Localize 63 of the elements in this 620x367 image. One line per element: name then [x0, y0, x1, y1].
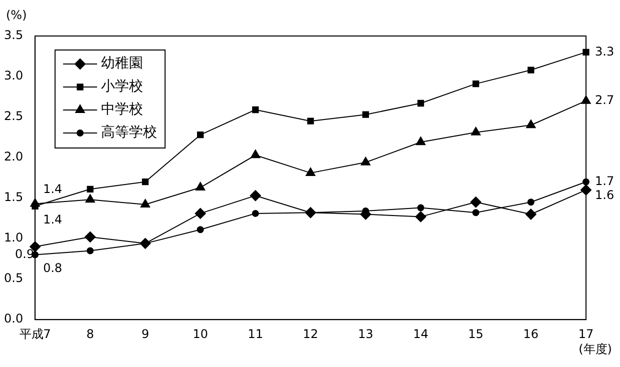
point [415, 211, 426, 222]
y-tick-label: 0.5 [4, 271, 24, 286]
point [360, 156, 370, 166]
point [196, 226, 204, 234]
point [142, 178, 149, 186]
data-label: 2.7 [595, 92, 614, 107]
point [416, 136, 426, 146]
x-tick-label: 8 [86, 326, 94, 341]
point [417, 204, 424, 212]
point [250, 150, 260, 158]
x-tick-label: 平成7 [19, 326, 51, 341]
x-tick-label: 13 [358, 326, 374, 341]
point [525, 208, 536, 220]
point [194, 208, 206, 219]
point [472, 80, 480, 88]
data-label: 1.4 [43, 182, 62, 196]
point [528, 66, 534, 74]
x-tick-label: 11 [248, 326, 264, 341]
legend-label: 小学校 [101, 78, 144, 95]
point [250, 190, 261, 202]
point [307, 118, 314, 124]
point [197, 132, 204, 138]
point [252, 106, 259, 114]
point [526, 120, 536, 128]
x-tick-label: 16 [523, 326, 539, 341]
legend-label: 高等学校 [101, 124, 158, 141]
point [86, 247, 94, 254]
x-tick-label: 9 [141, 326, 150, 341]
x-tick-label: 14 [413, 326, 428, 341]
point [86, 186, 94, 192]
y-tick-label: 1.0 [4, 230, 24, 245]
y-tick-label: 2.0 [4, 150, 24, 164]
x-axis-title: (年度) [578, 342, 612, 356]
y-tick-label: 3.5 [4, 28, 24, 42]
legend-label: 中学校 [101, 102, 144, 118]
data-label: 0.8 [43, 260, 62, 275]
point [417, 100, 424, 107]
legend-label: 幼稚園 [101, 56, 144, 72]
point [470, 126, 481, 136]
data-label: 1.6 [595, 188, 614, 202]
point [196, 182, 206, 191]
x-tick-label: 17 [578, 326, 594, 341]
x-tick-label: 10 [192, 326, 208, 341]
point [472, 209, 480, 216]
data-label: 3.3 [595, 44, 614, 58]
data-label: 1.7 [595, 174, 614, 188]
y-tick-label: 0.0 [4, 312, 24, 326]
point [84, 231, 96, 242]
point [362, 111, 369, 118]
y-tick-label: 2.5 [4, 109, 24, 124]
point [527, 198, 534, 206]
x-tick-label: 15 [468, 326, 484, 341]
data-label: 1.4 [43, 212, 62, 226]
x-tick-label: 12 [302, 326, 318, 341]
point [140, 199, 150, 208]
point [306, 167, 316, 176]
y-tick-label: 1.5 [4, 190, 24, 204]
point [470, 196, 482, 208]
point [252, 210, 259, 217]
point [582, 48, 590, 56]
y-tick-label: 3.0 [4, 68, 24, 83]
y-axis-title: (%) [6, 8, 27, 22]
point [85, 194, 96, 203]
